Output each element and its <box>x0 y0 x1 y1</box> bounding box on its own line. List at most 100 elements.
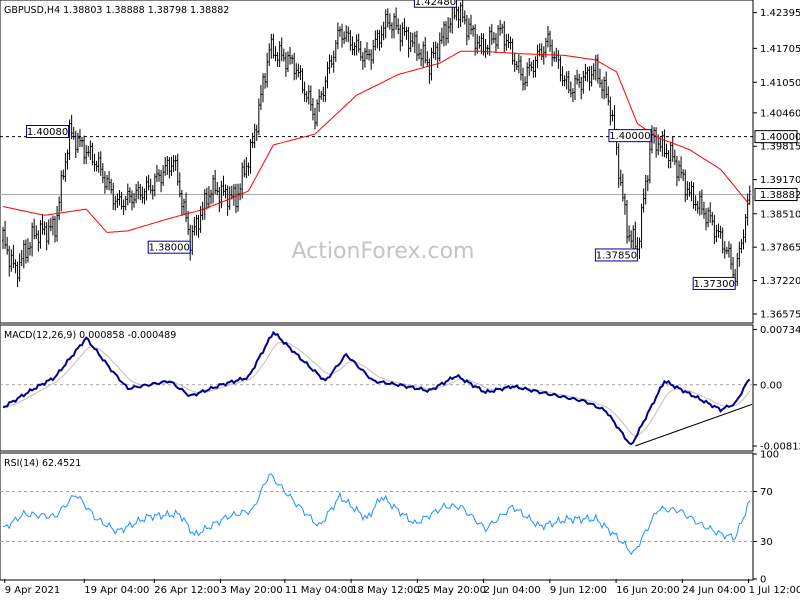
price-bar <box>401 22 404 47</box>
price-bar <box>449 17 452 33</box>
price-bar <box>717 223 720 238</box>
price-bar <box>280 37 283 62</box>
price-bar <box>461 0 464 23</box>
price-bar <box>43 221 46 236</box>
price-bar <box>64 153 67 182</box>
price-bar <box>424 36 427 64</box>
price-bar <box>445 21 448 46</box>
price-bar <box>135 183 138 204</box>
price-bar <box>230 185 233 200</box>
price-bar <box>218 187 221 213</box>
price-bar <box>359 41 362 61</box>
price-bar <box>507 33 510 49</box>
price-bar <box>692 182 695 209</box>
moving-average-line <box>2 50 751 233</box>
watermark: ActionForex.com <box>292 239 475 264</box>
price-bar <box>549 30 552 52</box>
price-bar <box>565 71 568 90</box>
price-bar <box>112 182 115 211</box>
price-tick-label: 1.37220 <box>760 276 800 287</box>
price-bar <box>62 169 65 180</box>
price-bar <box>87 145 90 157</box>
price-bar <box>434 41 437 61</box>
price-bar <box>272 33 275 59</box>
time-tick-label: 11 May 04:00 <box>285 585 354 596</box>
price-bar <box>432 41 435 59</box>
price-bar <box>83 135 86 165</box>
price-bar <box>137 181 140 200</box>
price-bar <box>428 58 431 84</box>
price-bar <box>640 203 643 249</box>
price-bar <box>509 36 512 50</box>
price-bar <box>60 170 63 212</box>
rsi-tick-label: 0 <box>760 575 766 586</box>
price-bar <box>293 52 296 81</box>
price-bar <box>124 195 127 211</box>
price-bar <box>66 149 69 170</box>
price-bar <box>145 176 148 201</box>
price-bar <box>332 50 335 73</box>
price-bar <box>711 211 714 226</box>
price-bar <box>328 54 331 74</box>
price-bar <box>168 157 171 179</box>
price-bar <box>742 229 745 250</box>
price-panel-frame <box>0 0 754 324</box>
price-bar <box>705 208 708 231</box>
price-bar <box>499 19 502 36</box>
price-bar <box>155 164 158 182</box>
price-bar <box>576 69 579 85</box>
time-tick-label: 3 May 20:00 <box>221 585 283 596</box>
price-bar <box>139 184 142 201</box>
price-bar <box>730 243 732 270</box>
price-bar <box>492 31 495 44</box>
price-bar <box>366 42 368 60</box>
price-bar <box>638 237 641 259</box>
price-bar <box>126 183 129 206</box>
price-bar <box>253 123 256 148</box>
price-bar <box>247 162 250 176</box>
price-bar <box>420 48 423 67</box>
price-bar <box>707 207 710 228</box>
price-bar <box>682 169 685 182</box>
price-bar <box>116 193 119 208</box>
price-bar <box>81 136 84 148</box>
price-bar <box>411 32 414 48</box>
price-bar <box>407 27 410 58</box>
rsi-panel: RSI(14) 62.4521 100 70 30 0 <box>0 450 779 586</box>
price-bar <box>249 138 252 174</box>
price-bar <box>297 63 300 78</box>
price-bar <box>193 216 196 236</box>
price-bar <box>185 192 188 223</box>
price-bar <box>422 41 425 69</box>
price-bar <box>164 157 167 176</box>
time-tick-label: 25 May 20:00 <box>417 585 486 596</box>
price-bar <box>110 178 113 194</box>
price-bar <box>266 52 269 88</box>
price-bar <box>553 51 556 62</box>
price-bar <box>673 149 676 165</box>
rsi-panel-frame <box>0 452 754 581</box>
price-bar <box>264 73 267 89</box>
price-bar <box>374 30 377 51</box>
price-bar <box>8 245 11 277</box>
price-bar <box>162 165 165 186</box>
price-bar <box>305 91 308 103</box>
price-bar <box>51 215 54 236</box>
price-bar <box>680 156 683 179</box>
price-bar <box>378 29 381 51</box>
price-bar <box>29 241 32 256</box>
price-bar <box>542 46 545 65</box>
price-bar <box>37 230 40 252</box>
price-bar <box>278 41 281 68</box>
price-bar <box>232 184 235 206</box>
price-callout: 1.40000 <box>608 129 652 143</box>
price-bar <box>226 185 229 216</box>
price-bar <box>268 43 271 66</box>
price-bar <box>551 39 554 67</box>
price-tick-label: 1.39170 <box>760 175 800 186</box>
price-bar <box>736 252 739 286</box>
price-bar <box>241 162 244 199</box>
price-bar <box>20 250 23 267</box>
macd-panel-frame <box>0 324 754 452</box>
macd-tick-label: 0.00 <box>760 380 782 391</box>
